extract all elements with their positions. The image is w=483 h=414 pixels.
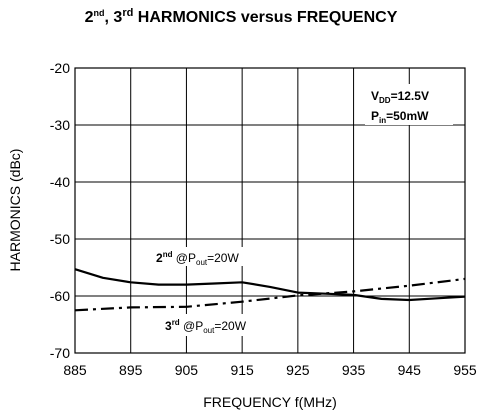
x-tick-label: 905 [175,362,199,378]
x-tick-label: 895 [119,362,143,378]
y-tick-label: -30 [50,117,70,133]
y-tick-label: -60 [50,288,70,304]
x-axis-title: FREQUENCY f(MHz) [203,394,337,410]
label-2nd-bg [150,247,258,266]
x-tick-label: 915 [230,362,254,378]
series-label-2nd: 2nd @Pout=20W [156,250,239,267]
x-tick-label: 885 [63,362,87,378]
conditions-box [365,84,453,125]
pin-condition: Pin=50mW [371,109,429,125]
vdd-condition: VDD=12.5V [371,89,429,105]
y-axis-title: HARMONICS (dBc) [7,149,23,272]
y-tick-label: -40 [50,174,70,190]
y-tick-label: -70 [50,345,70,361]
series-label-3rd: 3rd @Pout=20W [165,318,247,335]
y-tick-label: -50 [50,231,70,247]
plot-frame [74,67,466,354]
x-tick-label: 955 [453,362,477,378]
label-3rd-bg [160,314,272,336]
x-tick-label: 945 [398,362,422,378]
x-tick-label: 935 [342,362,366,378]
x-tick-label: 925 [286,362,310,378]
series-line-2nd [74,268,466,302]
chart-title: 2nd, 3rd HARMONICS versus FREQUENCY [85,7,398,26]
axis-ticks: 885 895 905 915 925 935 945 955 -20 -30 -40 -50 -60 -… [50,60,477,378]
y-tick-label: -20 [50,60,70,76]
series-lines [74,268,466,312]
